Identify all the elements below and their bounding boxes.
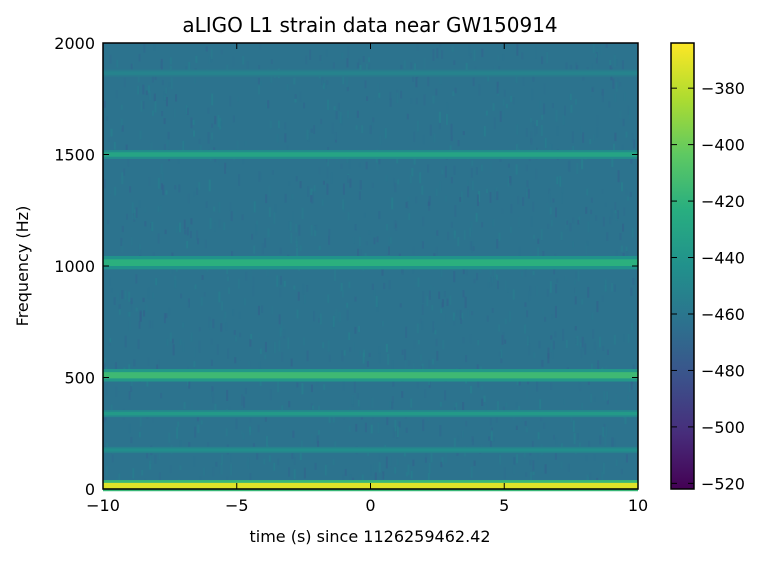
- x-tick-label: 0: [365, 496, 375, 515]
- y-tick-label: 1000: [54, 257, 95, 276]
- x-axis-label: time (s) since 1126259462.42: [249, 527, 490, 546]
- colorbar-tick-label: −460: [701, 305, 745, 324]
- colorbar-tick-label: −480: [701, 361, 745, 380]
- y-tick-label: 500: [64, 369, 95, 388]
- x-tick-label: −5: [225, 496, 249, 515]
- y-tick-label: 0: [85, 480, 95, 499]
- x-tick-label: −10: [86, 496, 120, 515]
- chart-title: aLIGO L1 strain data near GW150914: [182, 13, 557, 37]
- frequency-band: [103, 448, 638, 452]
- plot-area: [103, 43, 638, 492]
- colorbar-tick-label: −520: [701, 474, 745, 493]
- frequency-band: [103, 71, 638, 75]
- colorbar-tick-label: −420: [701, 192, 745, 211]
- frequency-band: [103, 411, 638, 416]
- frequency-band: [103, 259, 638, 266]
- x-tick-label: 10: [628, 496, 648, 515]
- colorbar-tick-label: −440: [701, 249, 745, 268]
- y-tick-label: 2000: [54, 34, 95, 53]
- spectrogram-noise: [103, 43, 635, 490]
- y-axis-label: Frequency (Hz): [13, 206, 32, 327]
- colorbar-tick-label: −400: [701, 136, 745, 155]
- colorbar-tick-label: −380: [701, 79, 745, 98]
- colorbar: [670, 42, 695, 490]
- frequency-band: [103, 372, 638, 379]
- colorbar-tick-label: −500: [701, 418, 745, 437]
- frequency-band: [103, 152, 638, 157]
- y-tick-label: 1500: [54, 146, 95, 165]
- x-tick-label: 5: [499, 496, 509, 515]
